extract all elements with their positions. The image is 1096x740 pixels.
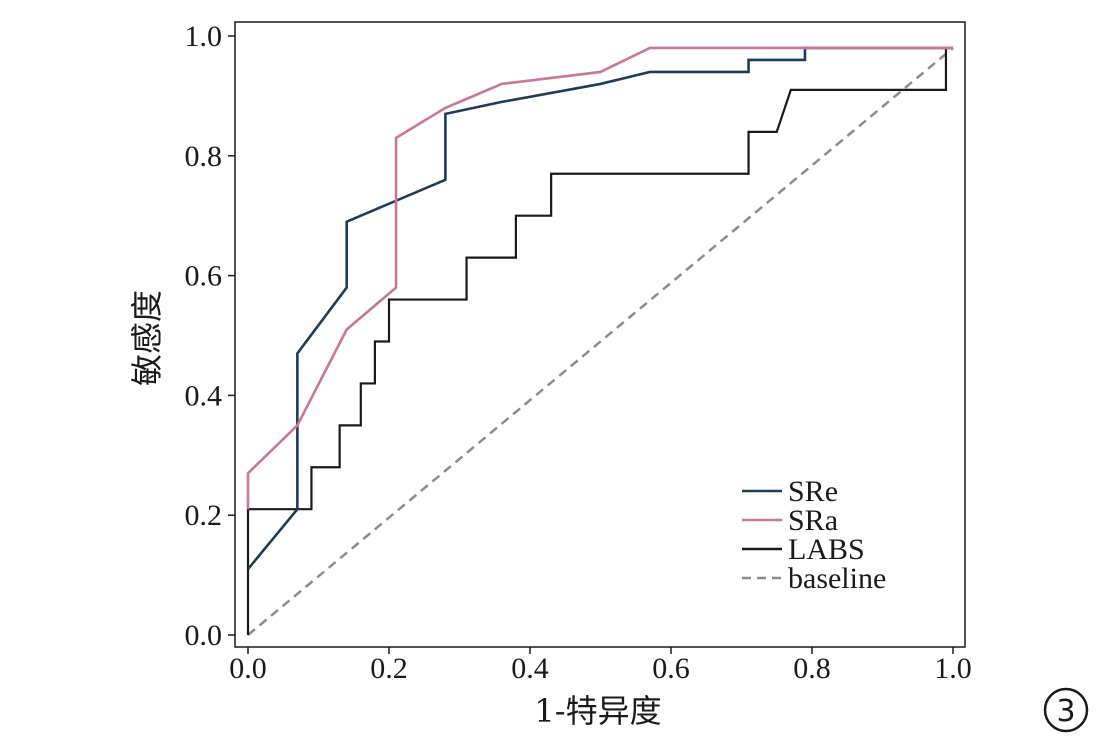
y-tick-label: 0.4: [185, 379, 223, 412]
series-line-labs: [246, 47, 948, 635]
panel-badge-number: 3: [1056, 694, 1075, 729]
x-tick-label: 0.4: [511, 652, 549, 685]
series-line-baseline: [247, 47, 954, 636]
legend-label-labs: LABS: [788, 533, 865, 566]
y-tick-label: 1.0: [185, 20, 223, 53]
x-tick-label: 0.2: [370, 652, 408, 685]
legend-label-sre: SRe: [788, 475, 838, 508]
plot-area-frame: [234, 21, 966, 648]
x-tick-label: 1.0: [934, 652, 972, 685]
x-axis-ticks: 0.0 0.2 0.4 0.6 0.8 1.0: [229, 647, 972, 685]
series-layer: [246, 46, 954, 636]
y-axis-label: 敏感度: [128, 290, 166, 386]
y-tick-label: 0.2: [185, 499, 223, 532]
panel-badge: 3: [1043, 687, 1089, 733]
y-tick-label: 0.6: [185, 260, 223, 293]
y-axis-ticks: 0.0 0.2 0.4 0.6 0.8 1.0: [185, 20, 235, 652]
y-tick-label: 0.0: [185, 619, 223, 652]
series-line-sre: [246, 46, 953, 570]
x-tick-label: 0.8: [793, 652, 831, 685]
legend-label-sra: SRa: [788, 504, 838, 537]
x-tick-label: 0.0: [229, 652, 267, 685]
x-tick-label: 0.6: [652, 652, 690, 685]
legend-label-baseline: baseline: [788, 562, 886, 595]
y-tick-label: 0.8: [185, 140, 223, 173]
series-line-sra: [246, 46, 953, 510]
x-axis-label: 1-特异度: [534, 692, 661, 730]
